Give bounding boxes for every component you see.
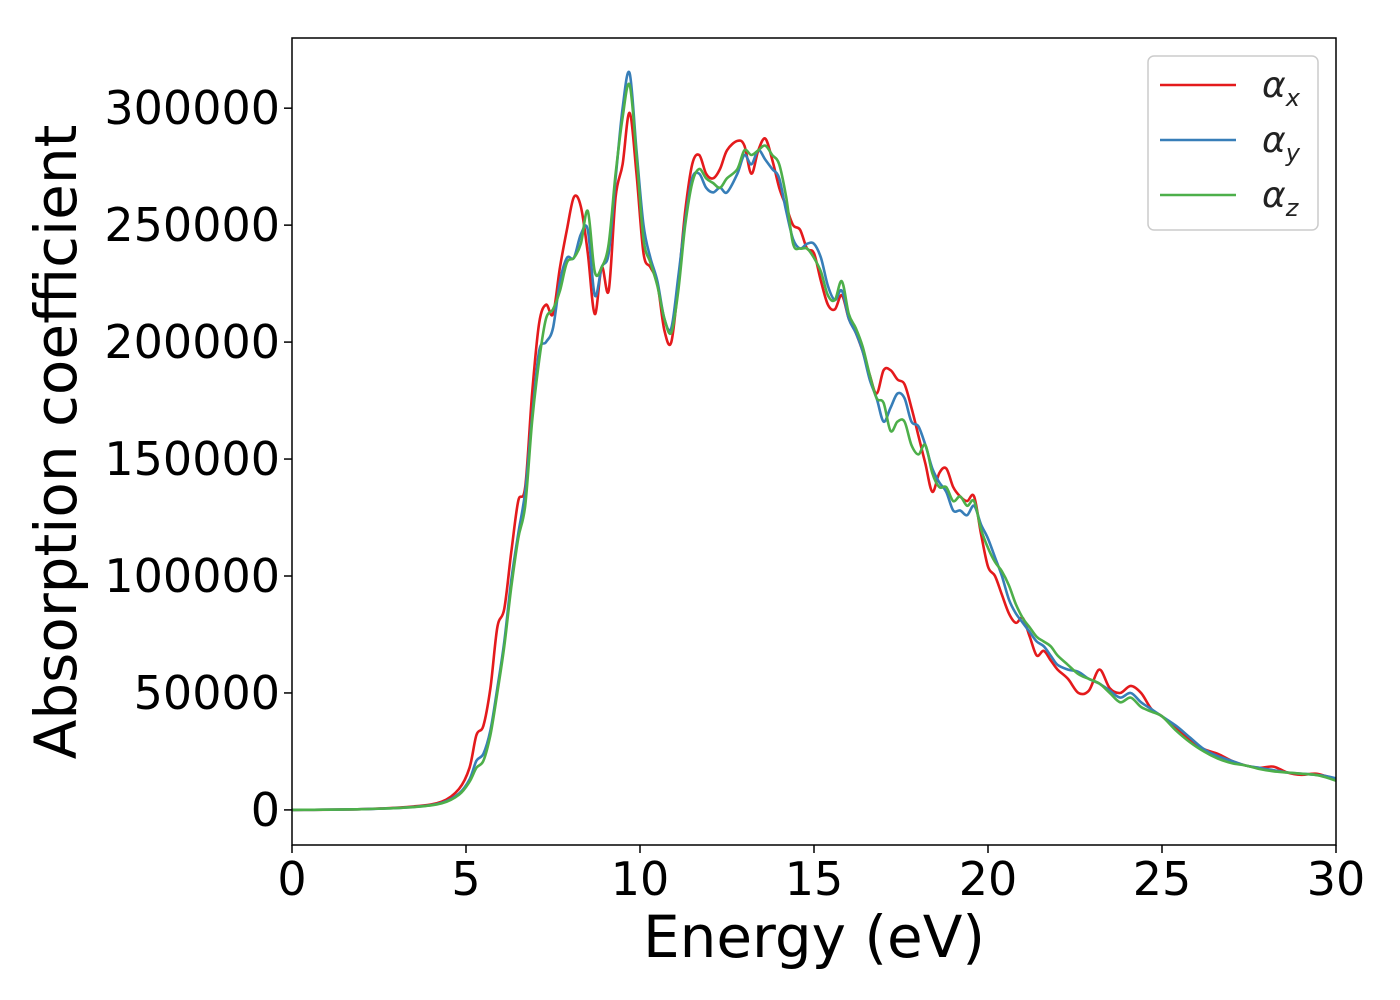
x-axis-ticks: 0 5 10 15 20 25 30 xyxy=(277,845,1365,906)
y-tick-label: 50000 xyxy=(134,666,280,720)
y-tick-label: 250000 xyxy=(104,198,280,252)
x-tick-label: 30 xyxy=(1307,852,1366,906)
y-tick-label: 150000 xyxy=(104,432,280,486)
x-tick-label: 25 xyxy=(1133,852,1192,906)
x-tick-label: 0 xyxy=(277,852,306,906)
x-tick-label: 5 xyxy=(451,852,480,906)
x-tick-label: 10 xyxy=(611,852,670,906)
legend: αx αy αz xyxy=(1147,55,1319,231)
x-axis-title: Energy (eV) xyxy=(643,903,985,971)
legend-label-y: αy xyxy=(1262,120,1301,167)
series-layer xyxy=(291,70,1337,812)
series-line-x xyxy=(291,111,1337,812)
x-tick-label: 20 xyxy=(959,852,1018,906)
legend-label-x: αx xyxy=(1262,65,1301,112)
series-line-z xyxy=(291,82,1337,812)
y-axis-title: Absorption coefficient xyxy=(22,125,90,760)
y-tick-label: 200000 xyxy=(104,315,280,369)
y-tick-label: 0 xyxy=(251,783,280,837)
legend-box xyxy=(1147,55,1319,231)
x-tick-label: 15 xyxy=(785,852,844,906)
legend-label-z: αz xyxy=(1262,175,1300,222)
y-axis-ticks: 0 50000 100000 150000 200000 250000 300000 xyxy=(104,81,292,837)
y-tick-label: 100000 xyxy=(104,549,280,603)
y-tick-label: 300000 xyxy=(104,81,280,135)
